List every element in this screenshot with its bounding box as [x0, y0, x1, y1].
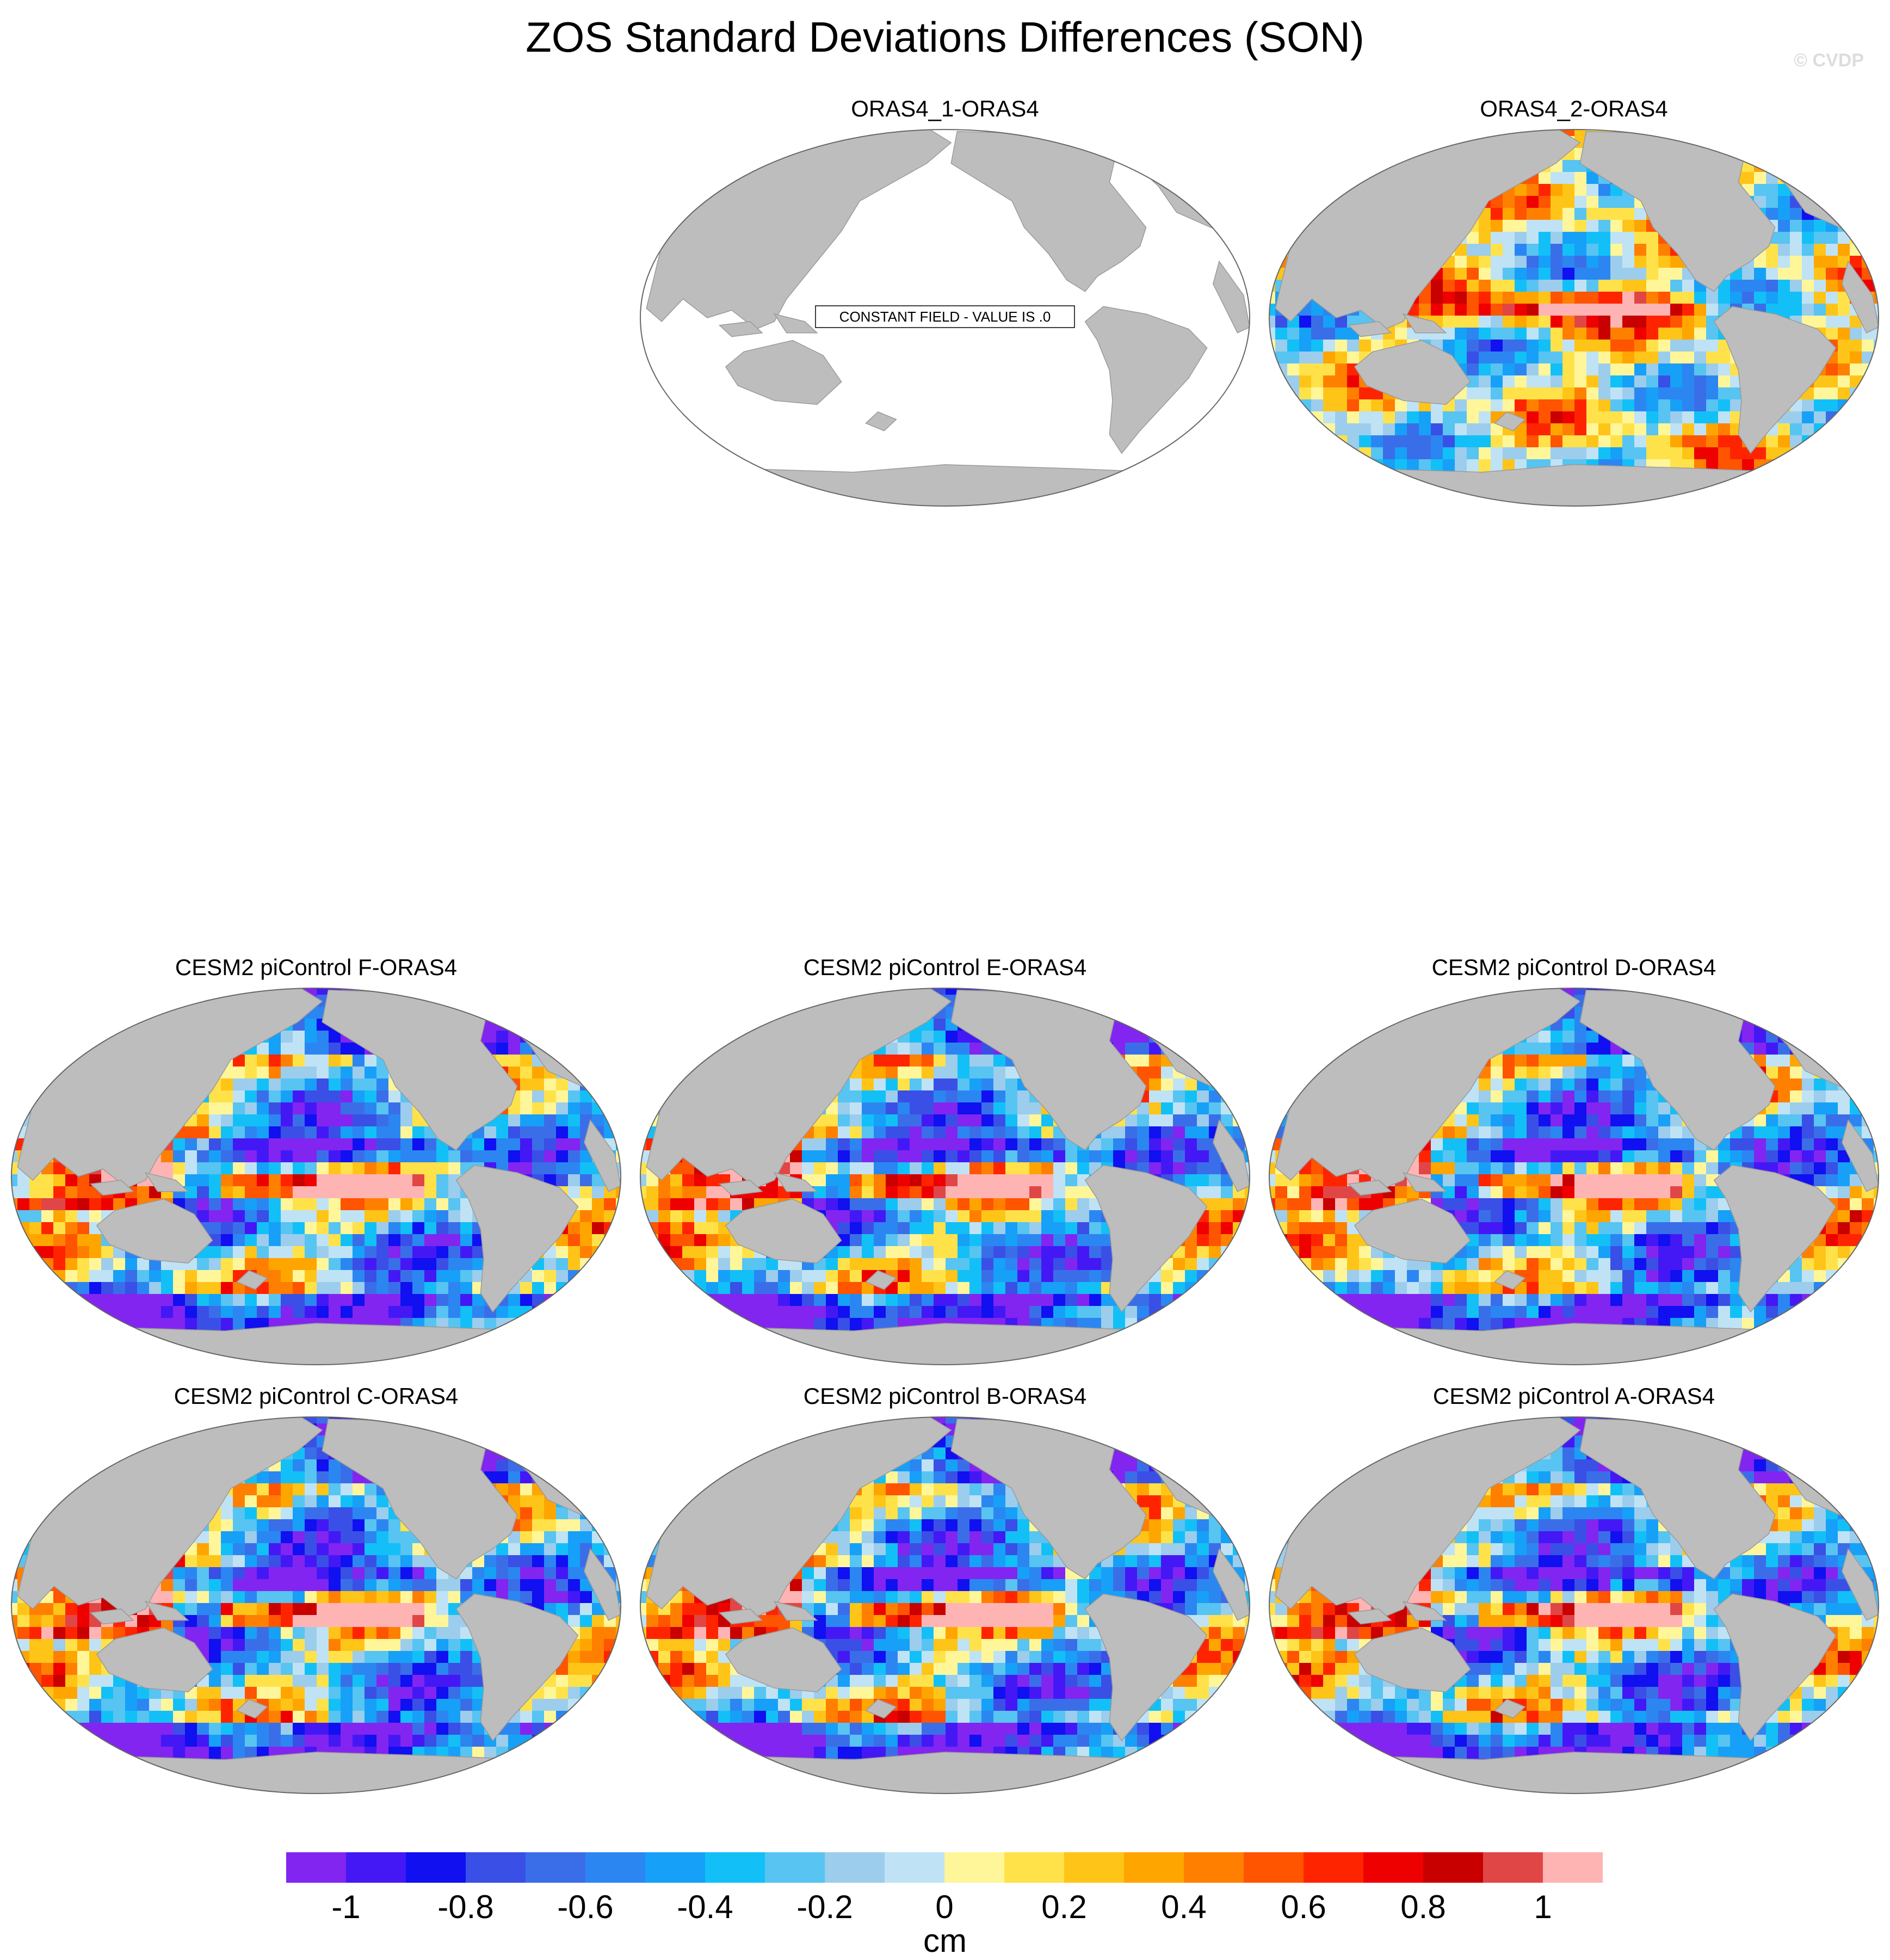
colorbar-swatch [1543, 1852, 1603, 1883]
map-panel-cesm-e [640, 988, 1250, 1365]
colorbar-tick-label: 0.8 [1400, 1889, 1446, 1925]
colorbar-tick-label: -0.6 [557, 1889, 614, 1925]
colorbar-swatch [526, 1852, 585, 1883]
colorbar-swatch [645, 1852, 705, 1883]
map-panel-oras4-2 [1269, 129, 1879, 507]
colorbar-swatch [1304, 1852, 1363, 1883]
colorbar-swatch [1423, 1852, 1483, 1883]
map-panel-cesm-f [11, 988, 621, 1365]
colorbar-swatch [1004, 1852, 1064, 1883]
map-panel-cesm-d [1269, 988, 1879, 1365]
panel-title-cesm-b: CESM2 piControl B-ORAS4 [803, 1383, 1087, 1409]
map-panel-cesm-b [640, 1416, 1250, 1794]
map-outline [1269, 988, 1879, 1365]
colorbar-swatch [1064, 1852, 1124, 1883]
colorbar-tick-label: -0.8 [437, 1889, 494, 1925]
constant-field-text: CONSTANT FIELD - VALUE IS .0 [839, 309, 1051, 325]
colorbar-swatch [705, 1852, 765, 1883]
colorbar-swatch [825, 1852, 885, 1883]
panel-title-cesm-e: CESM2 piControl E-ORAS4 [803, 954, 1087, 980]
colorbar-tick-label: 0.6 [1281, 1889, 1326, 1925]
land-masses [640, 130, 1250, 506]
colorbar-tick-label: 0.2 [1041, 1889, 1087, 1925]
colorbar-swatch [885, 1852, 944, 1883]
panel-title-cesm-d: CESM2 piControl D-ORAS4 [1431, 954, 1716, 980]
panel-title-oras4-2: ORAS4_2-ORAS4 [1480, 96, 1668, 121]
map-outline [640, 129, 1250, 507]
colorbar-swatch [286, 1852, 346, 1883]
map-outline [11, 988, 621, 1365]
colorbar-swatch [1483, 1852, 1543, 1883]
colorbar-swatch [765, 1852, 825, 1883]
colorbar-swatch [944, 1852, 1004, 1883]
panel-title-oras4-1: ORAS4_1-ORAS4 [851, 96, 1039, 121]
colorbar-swatch [1244, 1852, 1304, 1883]
colorbar-swatch [1124, 1852, 1184, 1883]
map-panel-cesm-a [1269, 1416, 1879, 1794]
map-outline [640, 1416, 1250, 1794]
map-outline [11, 1416, 621, 1794]
map-panel-oras4-1: CONSTANT FIELD - VALUE IS .0 [640, 129, 1250, 507]
credit-label: © CVDP [1794, 50, 1864, 71]
panel-title-cesm-a: CESM2 piControl A-ORAS4 [1432, 1383, 1715, 1409]
colorbar-tick-label: -0.2 [796, 1889, 853, 1925]
colorbar-swatch [466, 1852, 526, 1883]
map-panel-cesm-c [11, 1416, 621, 1794]
figure-title: ZOS Standard Deviations Differences (SON… [526, 13, 1364, 61]
map-outline [1269, 129, 1879, 507]
panel-title-cesm-f: CESM2 piControl F-ORAS4 [175, 954, 458, 980]
colorbar-tick-label: -0.4 [677, 1889, 733, 1925]
colorbar-unit-label: cm [923, 1922, 967, 1959]
colorbar-tick-label: 0.4 [1161, 1889, 1207, 1925]
colorbar-swatch [346, 1852, 406, 1883]
colorbar-swatch [1363, 1852, 1423, 1883]
colorbar-swatch [1184, 1852, 1244, 1883]
constant-field-note: CONSTANT FIELD - VALUE IS .0 [815, 305, 1075, 328]
map-outline [1269, 1416, 1879, 1794]
colorbar-swatch [406, 1852, 466, 1883]
colorbar-tick-label: 0 [935, 1889, 954, 1925]
map-outline [640, 988, 1250, 1365]
colorbar-swatch [585, 1852, 645, 1883]
colorbar [286, 1852, 1603, 1883]
panel-title-cesm-c: CESM2 piControl C-ORAS4 [174, 1383, 459, 1409]
colorbar-tick-label: 1 [1534, 1889, 1552, 1925]
colorbar-tick-label: -1 [331, 1889, 361, 1925]
